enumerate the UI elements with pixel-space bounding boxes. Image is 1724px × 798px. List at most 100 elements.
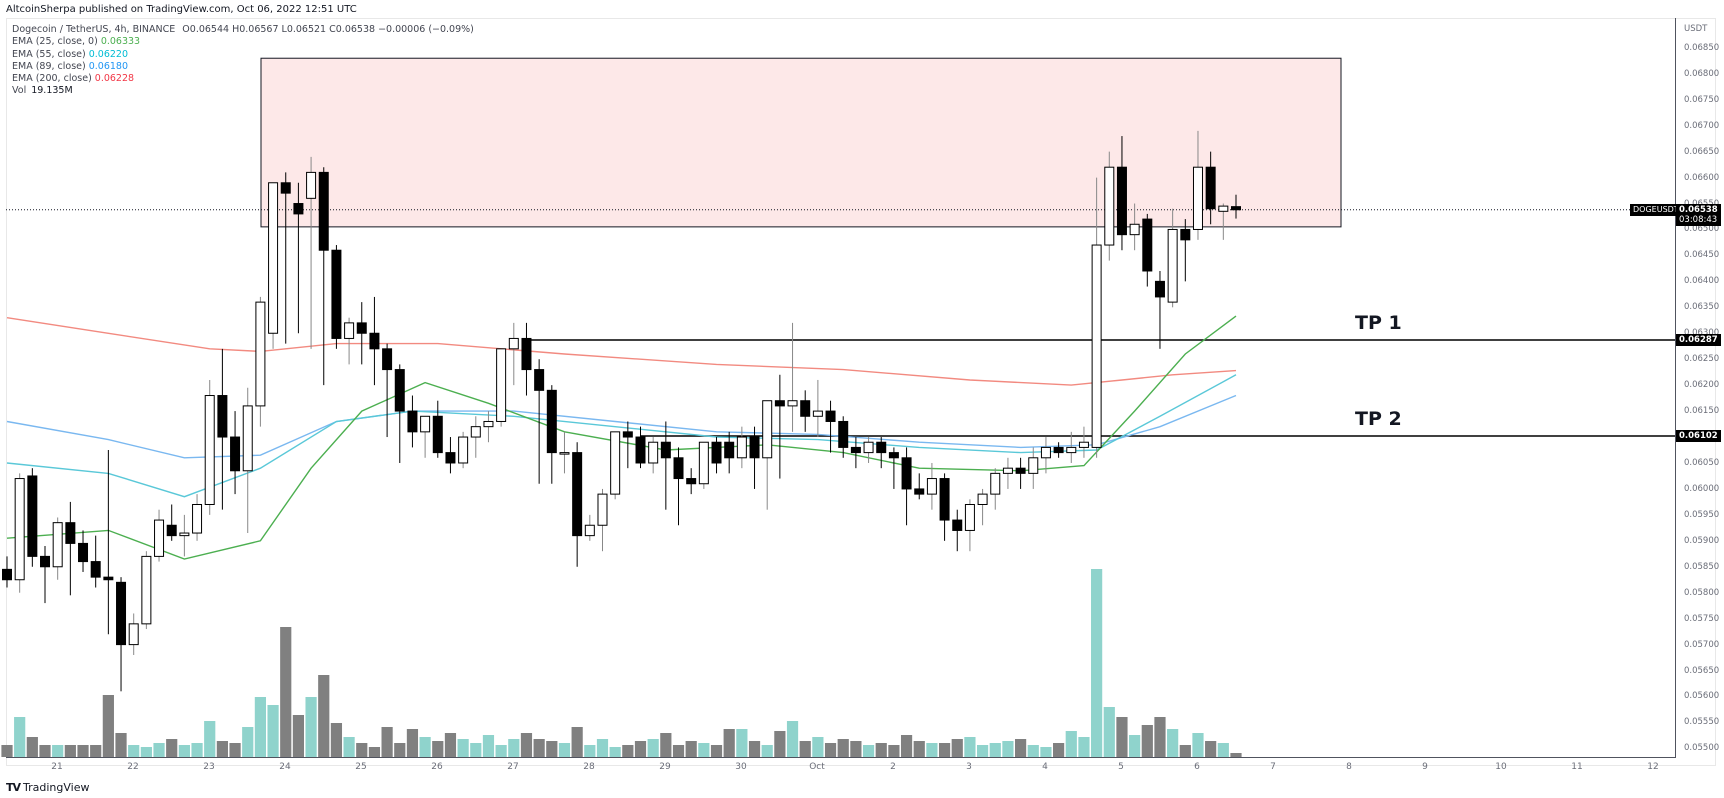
time-tick: 22 — [127, 762, 138, 772]
candle-down — [370, 333, 379, 349]
candle-down — [28, 476, 37, 556]
candle-down — [1143, 219, 1152, 271]
candle-down — [953, 520, 962, 530]
candle-down — [623, 432, 632, 437]
volume-bar — [179, 745, 190, 757]
candle-up — [864, 442, 873, 452]
candle-up — [1219, 206, 1228, 211]
volume-bar — [1091, 569, 1102, 757]
tradingview-brand[interactable]: TV TradingView — [6, 781, 90, 794]
price-tick: 0.05750 — [1684, 614, 1719, 624]
time-tick: 8 — [1346, 762, 1352, 772]
candle-down — [1231, 207, 1240, 210]
tp1-label[interactable]: TP 1 — [1355, 312, 1402, 334]
volume-bar — [572, 727, 583, 757]
time-tick: 27 — [507, 762, 518, 772]
tp1-price-tag: 0.06287 — [1676, 334, 1721, 346]
candle-down — [889, 453, 898, 458]
candle-down — [319, 172, 328, 250]
candle-down — [1016, 468, 1025, 473]
price-tick: 0.05550 — [1684, 717, 1719, 727]
candle-up — [699, 442, 708, 484]
time-tick: 5 — [1118, 762, 1124, 772]
volume-bar — [584, 745, 595, 757]
volume-bar — [546, 741, 557, 757]
volume-bar — [27, 737, 38, 757]
candle-up — [484, 421, 493, 426]
candle-down — [636, 437, 645, 463]
volume-bar — [331, 723, 342, 757]
candle-down — [294, 204, 303, 214]
volume-bar — [888, 745, 899, 757]
legend-ema89[interactable]: EMA (89, close)0.06180 — [12, 61, 474, 73]
volume-bar — [1, 745, 12, 757]
tp2-label[interactable]: TP 2 — [1355, 408, 1402, 430]
volume-bar — [52, 745, 63, 757]
volume-bar — [749, 741, 760, 757]
volume-bar — [420, 737, 431, 757]
candle-down — [750, 437, 759, 458]
candle-down — [573, 453, 582, 536]
candle-up — [243, 406, 252, 471]
volume-bar — [1104, 707, 1115, 757]
symbol-name: Dogecoin / TetherUS, 4h, BINANCE — [12, 24, 175, 35]
candle-up — [1003, 468, 1012, 473]
candle-down — [117, 582, 126, 644]
legend-ema55[interactable]: EMA (55, close)0.06220 — [12, 49, 474, 61]
volume-bar — [1015, 739, 1026, 757]
symbol-tag: DOGEUSDT — [1630, 204, 1682, 216]
volume-bar — [1116, 717, 1127, 757]
time-tick: 25 — [355, 762, 366, 772]
volume-bar — [952, 739, 963, 757]
volume-bar — [597, 739, 608, 757]
candle-up — [991, 473, 1000, 494]
candle-down — [231, 437, 240, 471]
time-tick: 3 — [966, 762, 972, 772]
current-price-tag: 0.06538 03:08:43 — [1676, 204, 1721, 226]
candle-up — [459, 437, 468, 463]
legend-ema25[interactable]: EMA (25, close, 0)0.06333 — [12, 36, 474, 48]
candle-up — [763, 401, 772, 458]
volume-label: Vol — [12, 85, 26, 96]
candle-down — [826, 411, 835, 421]
candle-down — [357, 323, 366, 333]
volume-bar — [356, 743, 367, 757]
volume-bar — [293, 715, 304, 757]
candle-down — [915, 489, 924, 494]
candle-up — [180, 533, 189, 536]
candle-down — [674, 458, 683, 479]
candle-down — [91, 562, 100, 578]
time-tick: 10 — [1495, 762, 1506, 772]
volume-bar — [1066, 731, 1077, 757]
volume-bar — [686, 741, 697, 757]
ema89-label: EMA (89, close) — [12, 61, 86, 72]
volume-bar — [1028, 745, 1039, 757]
volume-bar — [496, 745, 507, 757]
price-tick: 0.05700 — [1684, 640, 1719, 650]
volume-bar — [191, 743, 202, 757]
candle-up — [560, 453, 569, 455]
legend-symbol-row[interactable]: Dogecoin / TetherUS, 4h, BINANCE O0.0654… — [12, 24, 474, 36]
candle-up — [611, 432, 620, 494]
candle-down — [41, 556, 50, 566]
candle-up — [1029, 458, 1038, 474]
price-chart[interactable] — [0, 0, 1724, 798]
brand-name: TradingView — [23, 781, 89, 794]
volume-bar — [1154, 717, 1165, 757]
candle-countdown: 03:08:43 — [1679, 215, 1718, 225]
candle-up — [471, 427, 480, 437]
volume-bar — [977, 745, 988, 757]
legend-ema200[interactable]: EMA (200, close)0.06228 — [12, 73, 474, 85]
legend-volume[interactable]: Vol19.135M — [12, 85, 474, 97]
volume-bar — [838, 739, 849, 757]
candle-down — [839, 421, 848, 447]
candle-down — [775, 401, 784, 406]
ema25-line — [7, 316, 1236, 559]
volume-bar — [1142, 725, 1153, 757]
candle-up — [509, 338, 518, 348]
volume-bar — [305, 697, 316, 757]
ema200-value: 0.06228 — [95, 73, 134, 84]
volume-bar — [876, 743, 887, 757]
candle-down — [851, 447, 860, 452]
volume-bar — [141, 747, 152, 757]
